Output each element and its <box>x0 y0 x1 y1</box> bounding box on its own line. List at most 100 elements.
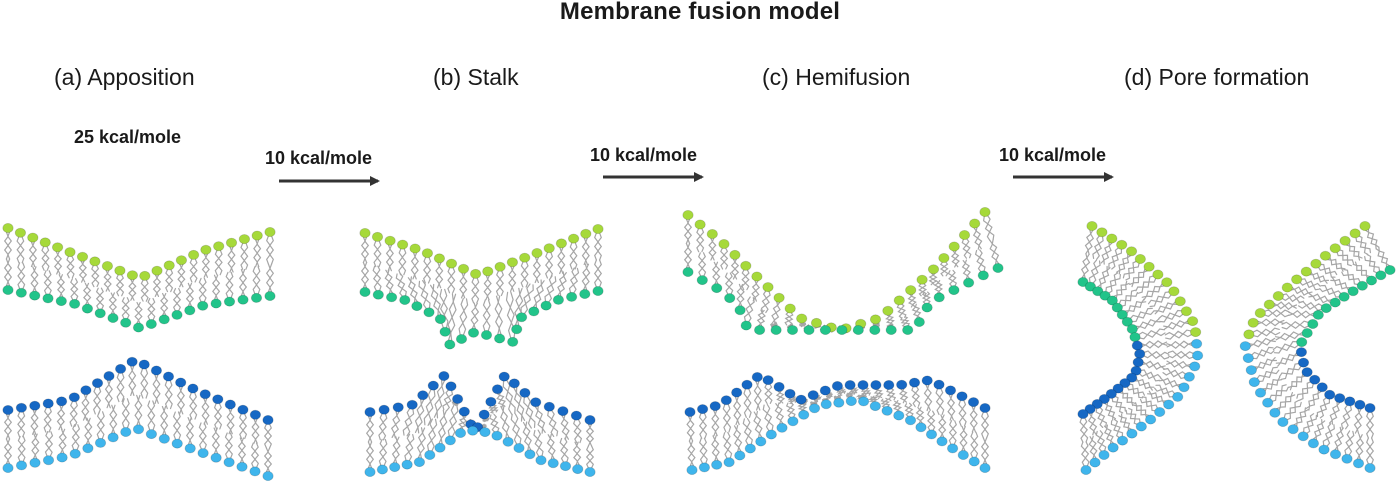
hemifusion-upper-inner-leaflet-lipid-tail <box>937 280 944 294</box>
hemifusion-upper-inner-leaflet-lipid-head <box>885 324 897 335</box>
apposition-upper-inner-leaflet-lipid-tail <box>20 262 26 290</box>
stalk-lower-inner-leaflet-lipid-head <box>524 449 536 460</box>
apposition-upper-outer-leaflet-lipid-tail <box>3 231 9 260</box>
apposition-upper-outer-leaflet-lipid-tail <box>227 246 233 273</box>
apposition-lower-inner-leaflet-lipid-tail <box>121 398 127 429</box>
hemifusion-lower-inner-leaflet-lipid-head <box>857 396 870 407</box>
hemifusion-lower-inner-leaflet-lipid-tail <box>762 404 770 432</box>
pore-right-outer-leaflet-lipid-head <box>1239 341 1251 352</box>
apposition-lower-inner-leaflet-lipid-tail <box>172 411 178 441</box>
hemifusion-upper-outer-leaflet-lipid-head <box>969 218 981 229</box>
hemifusion-lower-inner-leaflet-lipid-tail <box>907 402 914 417</box>
pore-right-inner-leaflet-lipid-tail <box>1298 300 1323 308</box>
hemifusion-lower-outer-leaflet-lipid-tail <box>836 389 844 397</box>
apposition-lower-inner-leaflet-lipid-head <box>42 455 55 466</box>
apposition-upper-outer-leaflet-lipid-tail <box>214 249 220 276</box>
pore-right-inner-leaflet-lipid-tail <box>1275 331 1304 339</box>
apposition-upper-outer-leaflet-lipid-tail <box>189 258 195 283</box>
hemifusion-lower-outer-leaflet-lipid-head <box>956 391 968 402</box>
apposition-lower-outer-leaflet-lipid-head <box>262 414 274 425</box>
hemifusion-upper-outer-leaflet-lipid-tail <box>928 272 935 286</box>
apposition-lower-inner-leaflet-lipid-tail <box>112 404 118 434</box>
apposition-upper-outer-leaflet-lipid-tail <box>41 245 47 271</box>
stalk-lower-outer-leaflet-lipid-head <box>451 393 464 404</box>
pore-left-inner-leaflet-lipid-tail <box>1100 267 1111 289</box>
stalk-upper-outer-leaflet-lipid-head <box>421 248 433 259</box>
hemifusion-upper-outer-leaflet-lipid-tail <box>972 227 980 250</box>
stalk-upper-outer-leaflet-lipid-tail <box>459 272 465 299</box>
pore-left-outer-leaflet-lipid-tail <box>1111 248 1122 270</box>
pore-left-inner-leaflet-lipid-tail <box>1138 328 1165 336</box>
stalk-lower-inner-leaflet-lipid-tail <box>525 421 532 451</box>
stalk-upper-outer-leaflet-lipid-tail <box>495 270 501 297</box>
pore-right-inner-leaflet-lipid-tail <box>1281 323 1310 330</box>
hemifusion-upper-outer-leaflet-lipid-tail <box>950 250 957 268</box>
stalk-lower-inner-leaflet-lipid-tail <box>419 427 427 459</box>
apposition-lower-inner-leaflet-lipid-head <box>120 426 132 437</box>
pore-left-outer-leaflet-lipid-tail <box>1158 309 1183 320</box>
pore-left-outer-leaflet-lipid-tail <box>1159 313 1184 323</box>
stalk-lower-outer-leaflet-lipid-tail <box>523 396 532 429</box>
hemifusion-upper-outer-leaflet-lipid-head <box>869 314 882 325</box>
pore-right-inner-leaflet-lipid-tail <box>1369 411 1375 439</box>
stalk-upper-inner-leaflet-lipid-tail <box>422 280 431 309</box>
apposition-lower-inner-leaflet-lipid-tail <box>224 432 230 459</box>
hemifusion-upper-inner-leaflet-lipid-tail <box>701 252 707 277</box>
hemifusion-lower-outer-leaflet-lipid-head <box>696 404 709 415</box>
hemifusion-upper-outer-leaflet-lipid-tail <box>982 215 991 241</box>
stalk-upper-outer-leaflet-lipid-head <box>409 243 421 254</box>
stalk-upper-inner-leaflet-lipid-tail <box>597 259 603 288</box>
hemifusion-upper-inner-leaflet-lipid-tail <box>697 252 704 277</box>
pore-right-outer-leaflet-lipid-head <box>1339 235 1351 246</box>
pore-right-outer-leaflet-lipid-head <box>1297 431 1309 442</box>
hemifusion-lower-outer-leaflet-lipid-tail <box>725 403 732 433</box>
stalk-lower-inner-leaflet-lipid-head <box>584 466 596 477</box>
stalk-lower-outer-leaflet-lipid-tail <box>365 415 371 443</box>
apposition-upper-inner-leaflet-lipid-tail <box>201 277 207 303</box>
apposition-upper-outer-leaflet-lipid-tail <box>69 255 75 279</box>
pore-right-outer-leaflet-lipid-tail <box>1258 369 1280 383</box>
pore-right-inner-leaflet-lipid-head <box>1309 374 1321 385</box>
stalk-upper-outer-leaflet-lipid-tail <box>569 242 575 270</box>
apposition-upper-outer-leaflet-lipid-tail <box>165 268 171 293</box>
pore-right-inner-leaflet-lipid-tail <box>1298 383 1314 401</box>
stalk-upper-outer-leaflet-lipid-tail <box>450 267 456 294</box>
hemifusion-upper-outer-leaflet-lipid-tail <box>939 261 946 277</box>
pore-right-inner-leaflet-lipid-head <box>1356 280 1368 291</box>
pore-left-outer-leaflet-lipid-tail <box>1137 277 1157 294</box>
hemifusion-upper-inner-leaflet-lipid-tail <box>921 291 928 305</box>
pore-left-outer-leaflet-lipid-tail <box>1128 407 1141 423</box>
pore-right-outer-leaflet-lipid-tail <box>1336 427 1344 452</box>
apposition-lower-inner-leaflet-lipid-head <box>107 432 119 443</box>
stalk-lower-outer-leaflet-lipid-tail <box>427 389 436 426</box>
stage-label-apposition: (a) Apposition <box>54 64 195 90</box>
apposition-lower-inner-leaflet-lipid-tail <box>241 437 247 464</box>
pore-left-inner-leaflet-lipid-tail <box>1143 353 1170 360</box>
apposition-upper-inner-leaflet-lipid-head <box>237 294 249 305</box>
hemifusion-lower-inner-leaflet-lipid-tail <box>847 391 854 398</box>
pore-right-inner-leaflet-lipid-tail <box>1287 373 1304 389</box>
stalk-upper-inner-leaflet-lipid-head <box>540 300 552 311</box>
pore-right-inner-leaflet-lipid-tail <box>1328 400 1338 424</box>
pore-right-outer-leaflet-lipid-head <box>1307 438 1320 449</box>
apposition-upper-outer-leaflet-lipid-tail <box>217 249 223 276</box>
pore-left-inner-leaflet-lipid-tail <box>1128 383 1145 396</box>
stalk-upper-inner-leaflet-lipid-head <box>511 324 523 335</box>
hemifusion-lower-inner-leaflet-lipid-head <box>869 401 881 412</box>
stalk-upper-outer-leaflet-lipid-tail <box>474 277 480 304</box>
apposition-lower-outer-leaflet-lipid-tail <box>192 391 198 420</box>
apposition-lower-outer-leaflet-lipid-tail <box>72 400 78 427</box>
stalk-lower-inner-leaflet-lipid-tail <box>559 437 566 463</box>
pore-right-inner-leaflet-lipid-head <box>1320 303 1332 314</box>
hemifusion-lower-inner-leaflet-lipid-head <box>686 464 698 475</box>
pore-left-inner-leaflet-lipid-tail <box>1136 320 1161 330</box>
hemifusion-lower-inner-leaflet-lipid-tail <box>951 420 957 445</box>
hemifusion-lower-inner-leaflet-lipid-tail <box>918 406 925 424</box>
apposition-upper-inner-leaflet-lipid-head <box>223 296 236 307</box>
hemifusion-lower-outer-leaflet-lipid-tail <box>938 387 945 415</box>
stalk-upper-inner-leaflet-lipid-head <box>515 312 528 323</box>
hemifusion-upper-inner-leaflet-lipid-tail <box>899 317 907 328</box>
apposition-upper-inner-leaflet-lipid-tail <box>215 274 221 301</box>
stalk-upper-outer-leaflet-lipid-tail <box>499 270 504 297</box>
